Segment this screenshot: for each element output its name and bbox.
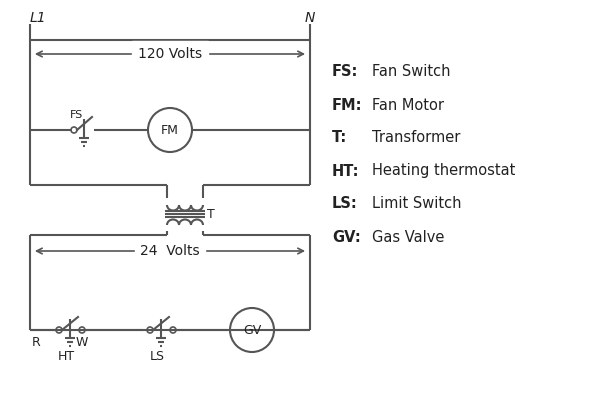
Text: FS:: FS:	[332, 64, 358, 80]
Text: FS: FS	[70, 110, 83, 120]
Text: FM:: FM:	[332, 98, 362, 112]
Text: GV:: GV:	[332, 230, 360, 244]
Text: Fan Switch: Fan Switch	[372, 64, 451, 80]
Text: R: R	[32, 336, 41, 350]
Text: Gas Valve: Gas Valve	[372, 230, 444, 244]
Text: T: T	[207, 208, 215, 220]
Text: HT:: HT:	[332, 164, 359, 178]
Text: HT: HT	[57, 350, 74, 362]
Text: W: W	[76, 336, 88, 350]
Text: FM: FM	[161, 124, 179, 136]
Text: GV: GV	[243, 324, 261, 336]
Text: L1: L1	[30, 11, 47, 25]
Text: Heating thermostat: Heating thermostat	[372, 164, 516, 178]
Text: 24  Volts: 24 Volts	[140, 244, 200, 258]
Text: 120 Volts: 120 Volts	[138, 47, 202, 61]
Text: Transformer: Transformer	[372, 130, 460, 146]
Text: LS:: LS:	[332, 196, 358, 212]
Text: LS: LS	[149, 350, 165, 362]
Text: N: N	[305, 11, 315, 25]
Text: T:: T:	[332, 130, 348, 146]
Text: Limit Switch: Limit Switch	[372, 196, 461, 212]
Text: Fan Motor: Fan Motor	[372, 98, 444, 112]
